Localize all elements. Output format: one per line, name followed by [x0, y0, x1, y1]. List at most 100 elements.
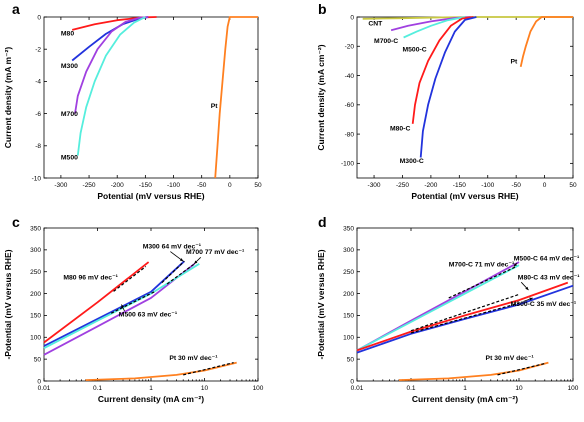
y-tick-label: 100 [30, 335, 41, 342]
y-tick-label: -4 [35, 79, 41, 86]
tafel-fit-line [113, 265, 147, 292]
tafel-fit-line [448, 265, 517, 299]
y-tick-label: 200 [343, 291, 354, 298]
slope-annotation: M80 96 mV dec⁻¹ [63, 275, 118, 282]
slope-annotation: M500 63 mV dec⁻¹ [119, 311, 178, 318]
series-label: M500-C [402, 47, 426, 54]
x-tick-label: -300 [54, 182, 67, 189]
y-tick-label: 0 [350, 14, 354, 21]
series-label: Pt [510, 58, 518, 65]
y-axis-label: -Potential (mV versus RHE) [3, 249, 13, 359]
series-line-Pt [398, 361, 549, 381]
slope-annotation: Pt 30 mV dec⁻¹ [486, 355, 535, 362]
x-tick-label: 100 [568, 385, 579, 392]
series-line-Pt [214, 16, 258, 179]
x-tick-label: 50 [254, 182, 262, 189]
y-tick-label: -8 [35, 143, 41, 150]
x-axis-label: Current density (mA cm⁻²) [412, 394, 518, 404]
x-tick-label: -150 [139, 182, 152, 189]
x-tick-label: 10 [515, 385, 523, 392]
y-tick-label: 150 [30, 313, 41, 320]
series-line-M80-C [411, 16, 474, 124]
tafel-fit-line [497, 362, 545, 376]
panel-letter: d [318, 214, 327, 230]
series-label: M700-C [374, 38, 398, 45]
x-tick-label: 1 [463, 385, 467, 392]
panel-letter: b [318, 1, 327, 17]
y-tick-label: 350 [343, 225, 354, 232]
y-tick-label: -80 [345, 131, 355, 138]
series-line-M500-C [356, 264, 520, 352]
y-tick-label: -10 [32, 175, 42, 182]
y-tick-label: -40 [345, 73, 355, 80]
series-line-Pt [519, 16, 573, 67]
x-tick-label: -250 [396, 182, 409, 189]
x-axis-label: Potential (mV versus RHE) [411, 191, 518, 201]
x-tick-label: 0.1 [93, 385, 102, 392]
x-tick-label: 0 [543, 182, 547, 189]
series-label: CNT [368, 20, 383, 27]
panel-c: c 0.01 0.1 1 10 100 0 50 100 150 200 250 300 350 Curre… [3, 214, 264, 404]
arrow-head [194, 260, 198, 264]
y-tick-label: 0 [37, 378, 41, 385]
series-line-M700 [74, 16, 149, 114]
slope-annotation: M300-C 35 mV dec⁻¹ [511, 301, 577, 308]
x-tick-label: -300 [368, 182, 381, 189]
x-tick-label: 50 [569, 182, 577, 189]
series-line-M500-C [403, 16, 466, 39]
series-line-M500 [43, 263, 200, 350]
y-tick-label: -60 [345, 102, 355, 109]
panel-a: a -300 -250 -200 -150 -100 -50 0 50 0 -2 -4 -6 -8 -10 P… [3, 1, 262, 201]
x-axis-label: Current density (mA cm⁻²) [98, 394, 204, 404]
x-tick-label: 0 [228, 182, 232, 189]
series-line-Pt [85, 361, 237, 381]
tafel-fit-line [166, 263, 195, 285]
x-tick-label: 0.1 [406, 385, 415, 392]
slope-annotation: M700-C 71 mV dec⁻¹ [449, 261, 515, 268]
y-axis-label: -Potential (mV versus RHE) [316, 249, 326, 359]
x-axis-label: Potential (mV versus RHE) [97, 191, 204, 201]
x-tick-label: -100 [167, 182, 180, 189]
y-tick-label: -20 [345, 44, 355, 51]
series-line-M80 [43, 261, 150, 344]
series-line-M300-C [419, 16, 477, 158]
series-label: M300-C [400, 158, 424, 165]
y-tick-label: 0 [350, 378, 354, 385]
series-label: M500 [61, 155, 78, 162]
series-line-CNT [362, 16, 573, 20]
y-tick-label: 300 [343, 247, 354, 254]
tafel-fit-line [183, 362, 234, 376]
panel-letter: a [12, 1, 20, 17]
slope-annotation: M700 77 mV dec⁻¹ [186, 249, 245, 256]
arrow-head [179, 258, 184, 262]
series-label: M80 [61, 31, 74, 38]
x-tick-label: -200 [424, 182, 437, 189]
x-tick-label: 10 [201, 385, 209, 392]
panel-b: b -300 -250 -200 -150 -100 -50 0 50 0 -20 -40 -60 -80… [316, 1, 577, 201]
x-tick-label: 0.01 [351, 385, 364, 392]
series-label: M80-C [390, 126, 410, 133]
y-tick-label: -100 [341, 161, 354, 168]
series-line-M80 [71, 16, 157, 31]
x-tick-label: 100 [253, 385, 264, 392]
x-tick-label: 1 [149, 385, 153, 392]
y-axis-label: Current density (mA cm⁻²) [316, 44, 326, 150]
series-line-M300-C [356, 284, 574, 354]
y-tick-label: 250 [343, 269, 354, 276]
slope-annotation: M500-C 64 mV dec⁻¹ [514, 255, 580, 262]
y-axis-label: Current density (mA m⁻²) [3, 47, 13, 149]
x-tick-label: -100 [481, 182, 494, 189]
series-line-M300 [71, 16, 149, 62]
y-tick-label: 150 [343, 313, 354, 320]
y-tick-label: -2 [35, 47, 41, 54]
y-tick-label: -6 [35, 111, 41, 118]
y-tick-label: 100 [343, 335, 354, 342]
slope-annotation: Pt 30 mV dec⁻¹ [169, 355, 218, 362]
x-tick-label: -50 [197, 182, 207, 189]
x-tick-label: -50 [511, 182, 521, 189]
tafel-fit-line [110, 290, 156, 314]
arrow-head [513, 263, 518, 267]
y-tick-label: 0 [37, 14, 41, 21]
series-line-M80-C [356, 281, 569, 352]
